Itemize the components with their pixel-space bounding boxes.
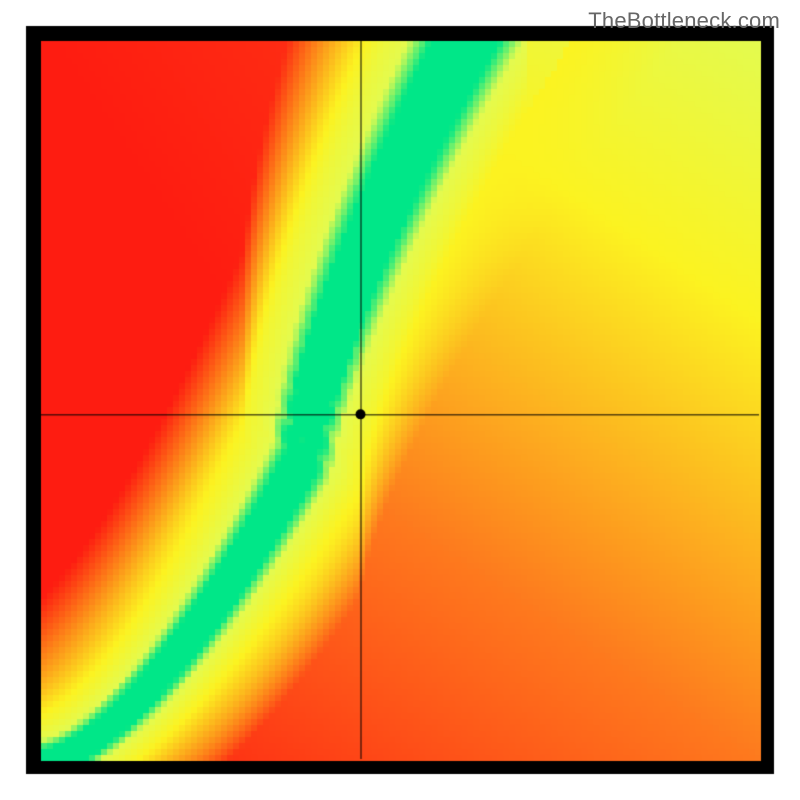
watermark-text: TheBottleneck.com [588,8,780,34]
heatmap-canvas [0,0,800,800]
chart-container: TheBottleneck.com [0,0,800,800]
